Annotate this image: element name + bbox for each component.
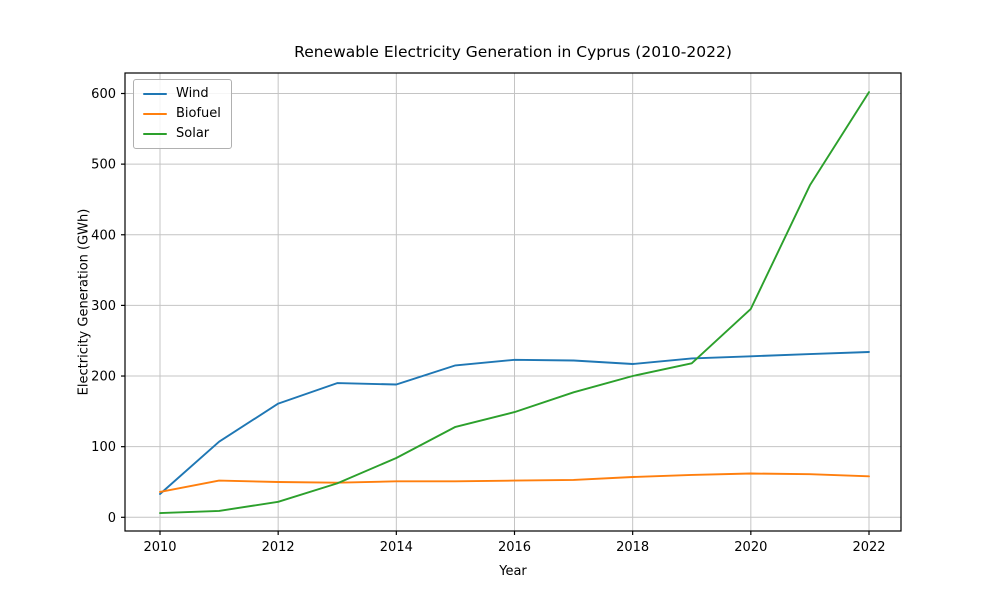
x-tick-label-2022: 2022 [852,540,885,555]
legend-line-icon [143,132,167,136]
x-tick-label-2012: 2012 [262,540,295,555]
legend-line-icon [143,92,167,96]
y-tick-label-400: 400 [91,228,116,243]
legend-line-icon [143,112,167,116]
x-tick-label-2010: 2010 [143,540,176,555]
x-tick-label-2016: 2016 [498,540,531,555]
series-line-solar [159,91,870,515]
y-tick-label-500: 500 [91,158,116,173]
legend: Wind Biofuel Solar [133,79,232,149]
legend-entry-solar: Solar [143,127,221,141]
legend-entry-biofuel: Biofuel [143,107,221,121]
y-tick-label-100: 100 [91,440,116,455]
y-tick-label-200: 200 [91,370,116,385]
x-axis-label: Year [499,564,527,579]
series-line-wind [159,351,870,495]
legend-entry-wind: Wind [143,87,221,101]
y-tick-label-0: 0 [108,511,116,526]
legend-label: Wind [176,86,209,101]
x-tick-label-2018: 2018 [616,540,649,555]
series-line-biofuel [159,472,870,493]
y-tick-label-300: 300 [91,299,116,314]
x-tick-label-2014: 2014 [380,540,413,555]
axes-spines [124,72,902,532]
legend-label: Biofuel [176,106,221,121]
x-tick-label-2020: 2020 [734,540,767,555]
y-tick-label-600: 600 [91,87,116,102]
legend-label: Solar [176,126,210,141]
y-axis-label: Electricity Generation (GWh) [76,208,92,396]
chart-title: Renewable Electricity Generation in Cypr… [294,43,732,61]
